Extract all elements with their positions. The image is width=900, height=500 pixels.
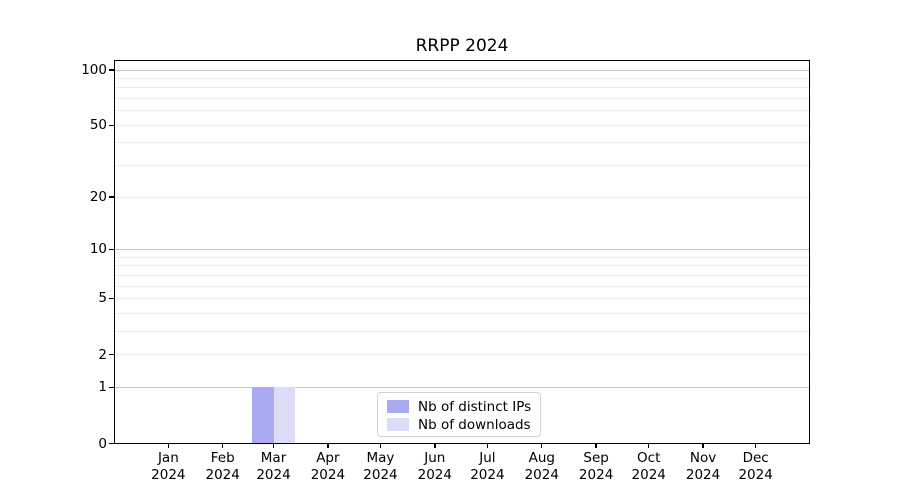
y-tick-mark bbox=[109, 353, 114, 356]
x-tick-label: Nov 2024 bbox=[668, 450, 738, 484]
gridline-major bbox=[115, 69, 809, 71]
x-tick-month: Jul bbox=[479, 450, 496, 466]
x-tick-mark bbox=[379, 444, 382, 448]
gridline-minor bbox=[115, 330, 809, 332]
x-tick-mark bbox=[327, 444, 329, 448]
x-tick-mark bbox=[702, 444, 704, 448]
x-tick-year: 2024 bbox=[578, 467, 614, 483]
x-tick-label: Dec 2024 bbox=[721, 450, 791, 484]
gridline-minor bbox=[115, 285, 809, 287]
x-tick-month: Mar bbox=[260, 450, 287, 466]
gridline-minor bbox=[115, 256, 809, 258]
x-tick-mark bbox=[648, 444, 650, 448]
x-tick-month: Apr bbox=[316, 450, 340, 466]
y-tick-label: 10 bbox=[89, 241, 107, 258]
y-tick-mark bbox=[109, 386, 114, 389]
y-tick-label: 0 bbox=[98, 435, 107, 452]
x-tick-mark bbox=[167, 444, 170, 448]
x-tick-label: Apr 2024 bbox=[293, 450, 363, 484]
y-tick-label: 2 bbox=[98, 346, 107, 363]
gridline-minor bbox=[115, 165, 809, 167]
bar-nb-of-downloads bbox=[273, 387, 295, 443]
legend-entry: Nb of downloads bbox=[387, 416, 531, 433]
bar-nb-of-distinct-ips bbox=[252, 387, 274, 443]
y-tick-mark bbox=[109, 124, 114, 126]
x-tick-mark bbox=[595, 444, 597, 448]
y-tick-label: 5 bbox=[98, 290, 107, 307]
y-tick-mark bbox=[109, 248, 114, 251]
x-tick-label: Mar 2024 bbox=[239, 450, 309, 484]
x-tick-mark bbox=[541, 444, 543, 448]
x-tick-label: Jan 2024 bbox=[133, 450, 203, 484]
x-tick-month: May bbox=[366, 450, 395, 466]
x-tick-mark bbox=[272, 444, 275, 448]
gridline-minor bbox=[115, 110, 809, 112]
x-tick-year: 2024 bbox=[738, 467, 773, 483]
gridline-minor bbox=[115, 274, 809, 276]
x-tick-month: Jun bbox=[424, 450, 446, 466]
x-tick-label: Sep 2024 bbox=[561, 450, 631, 484]
y-tick-label: 50 bbox=[89, 117, 107, 134]
y-tick-mark bbox=[109, 69, 114, 71]
legend-label: Nb of downloads bbox=[418, 416, 531, 433]
x-tick-year: 2024 bbox=[417, 467, 452, 483]
x-tick-mark bbox=[221, 444, 224, 448]
x-tick-label: Jul 2024 bbox=[452, 450, 522, 484]
x-tick-year: 2024 bbox=[151, 467, 186, 483]
x-tick-year: 2024 bbox=[685, 467, 721, 483]
y-tick-mark bbox=[109, 196, 114, 198]
x-tick-month: Dec bbox=[742, 450, 769, 466]
legend-label: Nb of distinct IPs bbox=[418, 398, 532, 415]
y-tick-mark bbox=[109, 442, 114, 445]
x-tick-month: Sep bbox=[583, 450, 609, 466]
gridline-minor bbox=[115, 98, 809, 100]
gridline-minor bbox=[115, 297, 809, 299]
y-tick-label: 100 bbox=[81, 62, 107, 78]
legend-entry: Nb of distinct IPs bbox=[387, 398, 531, 415]
x-tick-label: Jun 2024 bbox=[400, 450, 470, 484]
gridline-major bbox=[115, 386, 809, 388]
gridline-minor bbox=[115, 124, 809, 126]
gridline-minor bbox=[115, 87, 809, 89]
y-tick-mark bbox=[109, 297, 114, 300]
plot-area bbox=[114, 60, 810, 444]
x-tick-year: 2024 bbox=[363, 467, 398, 483]
x-tick-month: Oct bbox=[637, 450, 661, 466]
x-tick-month: Feb bbox=[210, 450, 235, 466]
x-tick-label: Feb 2024 bbox=[188, 450, 258, 484]
x-tick-mark bbox=[486, 444, 489, 448]
legend: Nb of distinct IPs Nb of downloads bbox=[377, 392, 541, 437]
legend-swatch bbox=[387, 418, 409, 431]
x-tick-label: Aug 2024 bbox=[507, 450, 577, 484]
gridline-minor bbox=[115, 196, 809, 198]
gridline-minor bbox=[115, 312, 809, 314]
gridline-minor bbox=[115, 265, 809, 267]
gridline-minor bbox=[115, 354, 809, 356]
x-tick-mark bbox=[754, 444, 757, 448]
y-tick-label: 20 bbox=[89, 189, 107, 206]
gridline-minor bbox=[115, 77, 809, 79]
gridline-minor bbox=[115, 142, 809, 144]
x-tick-year: 2024 bbox=[205, 467, 240, 483]
x-tick-label: Oct 2024 bbox=[614, 450, 684, 484]
gridline-major bbox=[115, 248, 809, 250]
x-tick-month: Jan bbox=[157, 450, 179, 466]
x-tick-mark bbox=[434, 444, 436, 448]
x-tick-year: 2024 bbox=[524, 467, 559, 483]
chart-title: RRPP 2024 bbox=[415, 36, 509, 56]
x-tick-year: 2024 bbox=[631, 467, 666, 483]
x-tick-year: 2024 bbox=[256, 467, 291, 483]
x-tick-year: 2024 bbox=[310, 467, 346, 483]
x-tick-month: Aug bbox=[528, 450, 555, 466]
x-tick-label: May 2024 bbox=[345, 450, 415, 484]
y-tick-label: 1 bbox=[98, 379, 107, 396]
x-tick-year: 2024 bbox=[470, 467, 505, 483]
x-tick-month: Nov bbox=[689, 450, 717, 466]
legend-swatch bbox=[387, 400, 409, 413]
